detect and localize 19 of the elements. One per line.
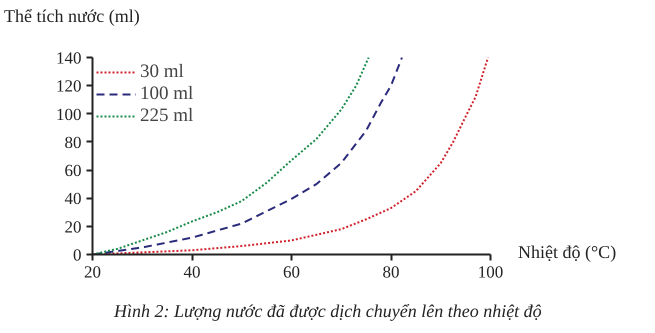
x-tick-label: 100 — [478, 262, 504, 282]
text: Hình 2: Lượng nước đã được dịch chuyển lên theo nhiệt độ — [114, 300, 542, 323]
y-tick-label: 100 — [56, 104, 82, 124]
x-axis-title: Nhiệt độ (°C) — [518, 241, 616, 264]
x-tick-label: 60 — [283, 262, 300, 282]
legend-label: 100 ml — [140, 83, 194, 105]
legend-label: 30 ml — [140, 61, 184, 83]
y-tick-label: 0 — [73, 246, 82, 264]
y-tick-label: 80 — [64, 132, 82, 152]
x-tick-label: 20 — [84, 262, 101, 282]
y-axis-title: Thể tích nước (ml) — [4, 5, 140, 28]
y-tick-label: 60 — [64, 161, 82, 180]
y-tick-label: 20 — [64, 217, 82, 236]
y-tick-label: 40 — [64, 189, 82, 208]
x-tick-label: 80 — [382, 262, 400, 282]
x-tick-label: 40 — [184, 262, 200, 282]
y-tick-label: 120 — [56, 76, 82, 96]
legend-label: 225 ml — [140, 105, 194, 127]
y-tick-label: 140 — [56, 48, 82, 68]
